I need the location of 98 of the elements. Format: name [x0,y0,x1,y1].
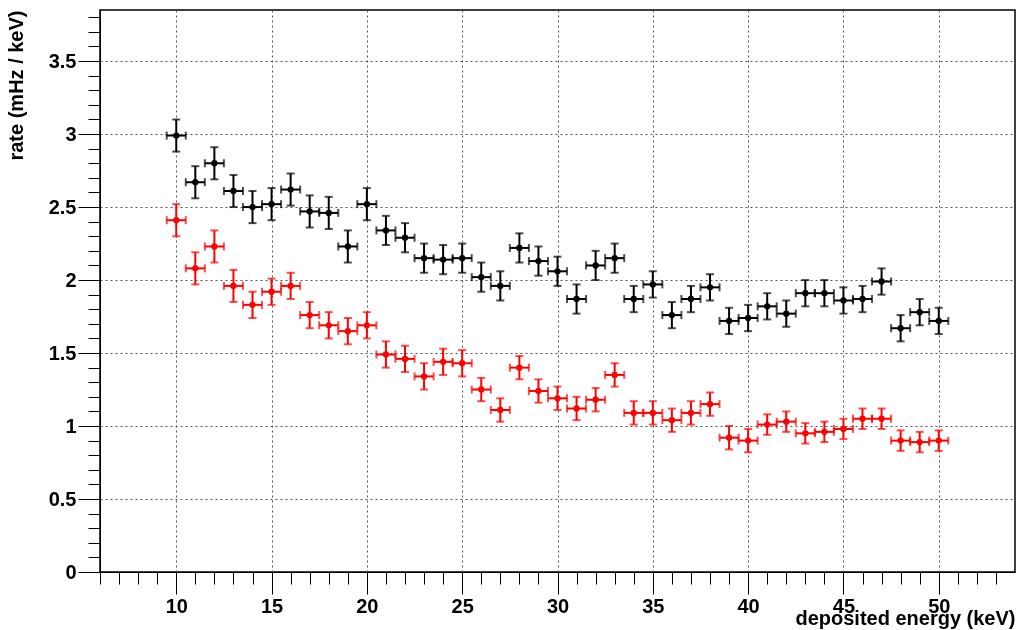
point [744,314,752,322]
point [325,209,332,217]
point [459,360,466,367]
point [249,203,256,211]
point [725,317,733,325]
point [459,255,466,262]
point [573,295,580,303]
x-tick-label: 30 [546,594,570,617]
point [344,327,351,335]
point [420,255,428,262]
y-tick-label: 1.5 [48,341,77,364]
point [630,409,637,417]
y-tick-label: 1 [65,414,77,437]
point [840,297,847,304]
point [802,290,809,297]
point [897,437,904,444]
point [325,322,332,329]
point [821,428,828,436]
point [382,351,390,358]
point [783,310,790,317]
point [802,430,809,437]
x-tick-label: 40 [737,594,760,617]
x-tick-label: 10 [165,594,188,617]
point [516,364,523,371]
point [497,282,504,290]
x-tick-label: 25 [451,594,474,617]
x-tick-label: 35 [642,594,665,617]
point [535,387,542,395]
point [630,295,637,303]
point [192,179,199,186]
point [439,256,447,263]
point [668,417,676,424]
point [744,437,752,444]
point [401,234,409,241]
point [287,186,294,193]
point [230,282,237,290]
point [306,311,313,319]
point [344,243,351,250]
point [497,406,504,414]
point [878,278,885,285]
point [783,418,790,425]
point [611,371,618,379]
point [554,268,561,275]
point [859,415,866,422]
point [916,438,923,446]
point [935,317,942,325]
x-tick-label: 15 [260,594,284,617]
point [725,434,733,441]
point [916,309,923,316]
point [420,373,428,380]
point [287,282,294,290]
y-tick-label: 0.5 [48,487,77,510]
point [363,200,371,208]
point [935,437,942,444]
point [516,244,523,252]
point [573,405,580,412]
point [306,208,313,215]
point [363,322,371,329]
point [268,288,275,295]
point [706,284,714,291]
point [173,132,180,139]
point [268,200,275,208]
point [230,187,237,195]
point [611,255,618,262]
point [249,301,256,309]
point [211,243,218,250]
y-tick-label: 0 [65,560,77,583]
y-tick-label: 3 [65,122,77,145]
point [649,281,656,288]
point [897,325,904,332]
point [535,257,542,265]
point [764,303,771,310]
point [668,311,676,319]
point [592,396,599,403]
point [649,409,656,417]
point [382,227,390,234]
y-tick-label: 2.5 [48,195,77,218]
y-tick-label: 2 [65,268,77,291]
point [478,386,485,393]
x-tick-label: 20 [356,594,379,617]
point [192,265,199,272]
point [211,160,218,167]
point [687,295,695,303]
point [706,400,714,408]
y-axis-title: rate (mHz / keV) [4,10,27,161]
point [878,415,885,422]
point [173,217,180,224]
point [554,395,561,402]
point [478,273,485,281]
point [687,409,695,417]
point [859,295,866,303]
point [401,355,409,363]
point [592,262,599,269]
point [821,290,828,297]
y-tick-label: 3.5 [48,49,77,72]
point [840,425,847,433]
point [439,358,447,365]
point [764,421,771,428]
